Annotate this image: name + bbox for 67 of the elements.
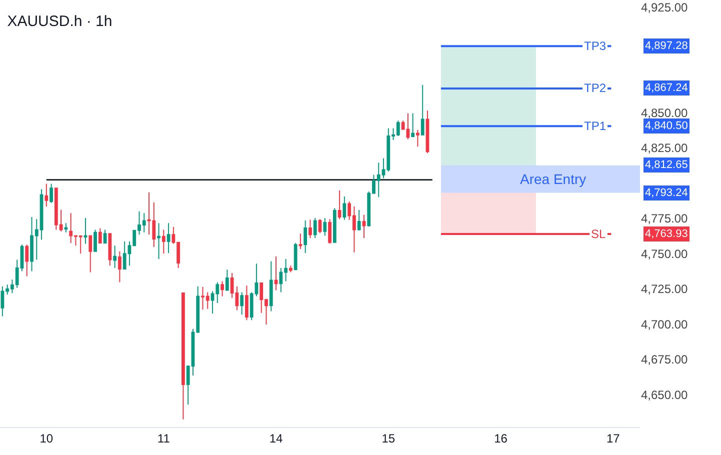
candlestick: [84, 218, 88, 244]
candlestick: [323, 218, 327, 236]
candlestick: [328, 218, 332, 244]
candlestick: [25, 244, 29, 277]
candlestick: [338, 190, 342, 220]
candlestick: [108, 233, 112, 266]
ref-line-label: TP2: [584, 81, 606, 95]
ref-line-label: TP1: [584, 119, 606, 133]
candlestick: [113, 245, 117, 269]
text: 4,897.28: [645, 40, 688, 52]
y-tick-label: 4,925.00: [641, 0, 688, 14]
candlestick: [269, 260, 273, 312]
candlestick: [411, 112, 415, 138]
candlestick: [98, 228, 102, 244]
candlestick: [304, 220, 308, 254]
ref-line-label: SL: [591, 227, 606, 241]
candlestick: [416, 129, 420, 148]
candlestick: [240, 292, 244, 316]
text: 4,793.24: [645, 187, 688, 199]
y-tick-label: 4,650.00: [641, 388, 688, 402]
candlestick: [426, 110, 430, 154]
candlestick: [332, 208, 336, 243]
candlestick: [88, 235, 92, 273]
text: XAUUSD.h · 1h: [7, 13, 112, 30]
text: 4,763.93: [645, 228, 688, 240]
x-tick-label: 14: [269, 431, 284, 446]
candlestick: [288, 265, 292, 273]
candlestick: [166, 222, 170, 254]
candlestick: [44, 183, 48, 207]
x-tick-label: 16: [494, 431, 508, 446]
candlestick: [103, 229, 107, 244]
text: 4,840.50: [645, 120, 688, 132]
candlestick: [294, 242, 298, 270]
candlestick: [162, 229, 166, 254]
y-tick-label: 4,750.00: [641, 246, 688, 261]
candlestick: [274, 256, 278, 291]
candlestick: [64, 222, 68, 233]
candlestick: [245, 285, 248, 321]
candlestick: [225, 269, 229, 291]
text: 4,812.65: [645, 159, 688, 171]
ref-line-label: TP3: [584, 39, 606, 53]
band-label: Area Entry: [520, 171, 586, 187]
y-tick-label: 4,825.00: [641, 141, 688, 156]
candlestick: [318, 218, 322, 234]
y-tick-label: 4,850.00: [641, 106, 688, 120]
x-tick-label: 15: [382, 431, 396, 446]
text: 4,867.24: [645, 82, 688, 94]
candlestick: [182, 292, 185, 420]
x-tick-label: 11: [157, 431, 170, 446]
candlestick: [298, 233, 302, 250]
candlestick: [342, 196, 346, 220]
x-tick-label: 17: [606, 431, 620, 446]
y-tick-label: 4,725.00: [641, 282, 688, 296]
candlestick: [118, 250, 122, 283]
y-tick-label: 4,700.00: [641, 317, 688, 332]
candlestick: [220, 280, 224, 297]
candlestick: [313, 218, 317, 239]
candlestick: [50, 183, 53, 204]
y-tick-label: 4,775.00: [641, 212, 688, 226]
candlestick: [157, 222, 160, 260]
x-tick-label: 10: [40, 431, 54, 446]
candlestick: [94, 229, 97, 252]
candlestick: [308, 219, 312, 239]
candlestick: [357, 209, 361, 231]
y-tick-label: 4,675.00: [641, 352, 688, 367]
candlestick: [420, 84, 424, 136]
candlestick: [362, 214, 366, 239]
